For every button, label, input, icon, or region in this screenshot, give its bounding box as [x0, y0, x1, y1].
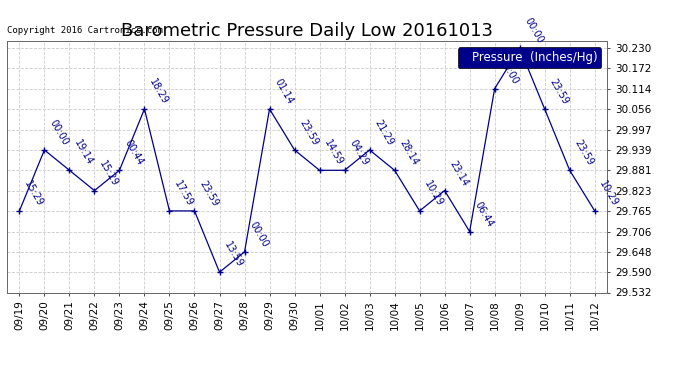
Text: 01:14: 01:14 [273, 77, 295, 106]
Text: 14:59: 14:59 [322, 138, 345, 168]
Text: 04:29: 04:29 [347, 138, 370, 168]
Text: 10:29: 10:29 [422, 179, 445, 208]
Text: 17:59: 17:59 [172, 179, 195, 208]
Text: 23:59: 23:59 [547, 77, 570, 106]
Text: 00:00: 00:00 [47, 118, 70, 147]
Text: 21:29: 21:29 [373, 118, 395, 147]
Text: 23:59: 23:59 [197, 179, 220, 208]
Text: 13:59: 13:59 [222, 240, 245, 269]
Text: 23:14: 23:14 [447, 159, 470, 188]
Text: 00:44: 00:44 [122, 138, 145, 168]
Text: 28:14: 28:14 [397, 138, 420, 168]
Text: 23:59: 23:59 [297, 118, 320, 147]
Text: 15:29: 15:29 [22, 179, 45, 208]
Text: 15:29: 15:29 [97, 159, 120, 188]
Text: Copyright 2016 Cartronics.com: Copyright 2016 Cartronics.com [7, 26, 163, 35]
Text: 10:29: 10:29 [598, 179, 620, 208]
Legend: Pressure  (Inches/Hg): Pressure (Inches/Hg) [458, 47, 601, 68]
Text: 23:59: 23:59 [573, 138, 595, 168]
Text: 00:00: 00:00 [497, 57, 520, 86]
Title: Barometric Pressure Daily Low 20161013: Barometric Pressure Daily Low 20161013 [121, 22, 493, 40]
Text: 06:44: 06:44 [473, 200, 495, 229]
Text: 00:00: 00:00 [522, 16, 545, 45]
Text: 18:29: 18:29 [147, 77, 170, 106]
Text: 00:00: 00:00 [247, 220, 270, 249]
Text: 19:14: 19:14 [72, 138, 95, 168]
